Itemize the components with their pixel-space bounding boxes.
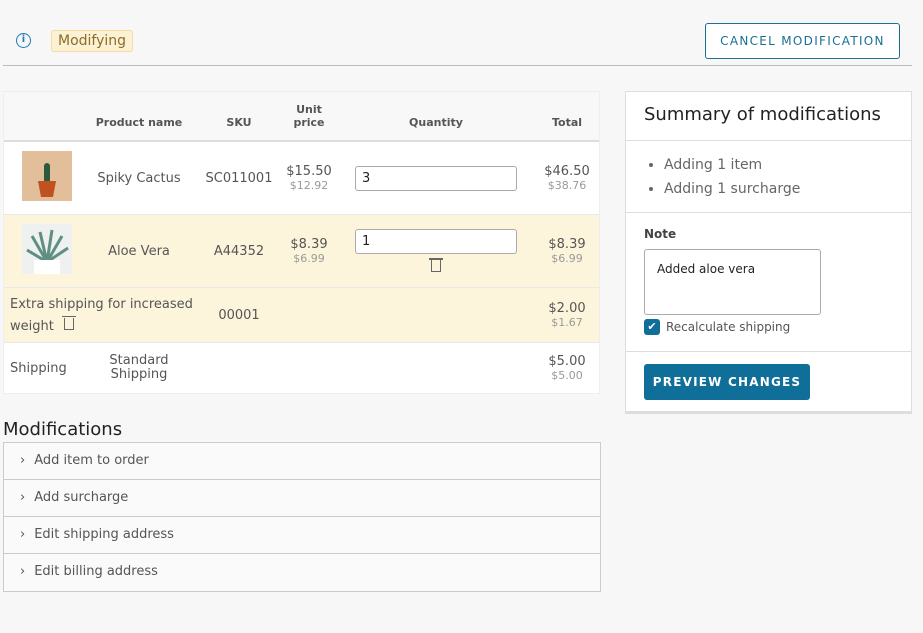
accordion-edit-billing-address[interactable]: › Edit billing address: [4, 554, 600, 591]
status-badge: Modifying: [51, 30, 134, 52]
summary-panel: Summary of modifications Adding 1 item A…: [625, 91, 912, 414]
sku: SC011001: [205, 170, 273, 186]
col-sku: SKU: [226, 116, 252, 129]
table-row: Spiky Cactus SC011001 $15.50 $12.92 3 $46…: [4, 142, 599, 215]
modifications-heading: Modifications: [3, 419, 123, 440]
total-ex-tax: $1.67: [551, 316, 583, 329]
note-label: Note: [644, 227, 677, 241]
sku: 00001: [218, 307, 260, 323]
modifications-accordion: › Add item to order › Add surcharge › Edit …: [3, 442, 601, 592]
chevron-right-icon: ›: [20, 490, 26, 505]
accordion-add-item[interactable]: › Add item to order: [4, 443, 600, 480]
accordion-edit-shipping-address[interactable]: › Edit shipping address: [4, 517, 600, 554]
unit-price-ex-tax: $12.92: [289, 179, 329, 192]
total: $5.00: [548, 354, 586, 369]
summary-item: Adding 1 surcharge: [664, 177, 893, 201]
unit-price: $8.39: [290, 237, 328, 252]
trash-icon[interactable]: [61, 315, 76, 330]
accordion-label: Edit shipping address: [34, 527, 174, 542]
total: $2.00: [548, 301, 586, 316]
unit-price: $15.50: [286, 164, 332, 179]
summary-item: Adding 1 item: [664, 153, 893, 177]
col-total: Total: [551, 116, 583, 129]
product-name: Spiky Cactus: [97, 170, 181, 186]
col-unit-price: Unit price: [293, 103, 325, 129]
chevron-right-icon: ›: [20, 527, 26, 542]
recalculate-shipping-checkbox[interactable]: ✔: [644, 319, 660, 335]
cancel-modification-button[interactable]: CANCEL MODIFICATION: [705, 23, 900, 59]
col-quantity: Quantity: [409, 116, 463, 129]
note-textarea[interactable]: Added aloe vera: [644, 249, 821, 315]
aloe-vera-image: [22, 224, 72, 274]
total: $46.50: [544, 164, 590, 179]
quantity-input[interactable]: 3: [355, 165, 517, 191]
unit-price-ex-tax: $6.99: [293, 252, 325, 265]
sku: A44352: [213, 243, 265, 259]
total-ex-tax: $38.76: [547, 179, 587, 192]
total: $8.39: [548, 237, 586, 252]
preview-changes-button[interactable]: PREVIEW CHANGES: [644, 364, 810, 400]
order-items-table: Product name SKU Unit price Quantity Tot…: [3, 91, 600, 394]
summary-title: Summary of modifications: [626, 92, 911, 141]
shipping-row: Shipping Standard Shipping $5.00 $5.00: [4, 343, 599, 393]
chevron-right-icon: ›: [20, 453, 26, 468]
table-header: Product name SKU Unit price Quantity Tot…: [4, 92, 599, 142]
shipping-label: Shipping: [10, 360, 67, 376]
product-name: Aloe Vera: [108, 243, 170, 259]
cactus-image: [22, 151, 72, 201]
total-ex-tax: $5.00: [551, 369, 583, 382]
surcharge-name: Extra shipping for increased weight: [10, 296, 193, 334]
trash-icon[interactable]: [429, 258, 443, 272]
total-ex-tax: $6.99: [551, 252, 583, 265]
accordion-add-surcharge[interactable]: › Add surcharge: [4, 480, 600, 517]
accordion-label: Add surcharge: [34, 490, 129, 505]
accordion-label: Edit billing address: [34, 564, 158, 579]
shipping-method: Standard Shipping: [109, 353, 169, 382]
recalculate-shipping-label: Recalculate shipping: [666, 320, 791, 334]
quantity-input[interactable]: 1: [355, 229, 517, 254]
table-row: Aloe Vera A44352 $8.39 $6.99 1 $8.39 $6.99: [4, 215, 599, 288]
info-icon[interactable]: i: [16, 33, 31, 48]
divider: [3, 65, 912, 66]
chevron-right-icon: ›: [20, 564, 26, 579]
col-product-name: Product name: [95, 116, 183, 129]
surcharge-row: Extra shipping for increased weight 0000…: [4, 288, 599, 343]
accordion-label: Add item to order: [34, 453, 149, 468]
